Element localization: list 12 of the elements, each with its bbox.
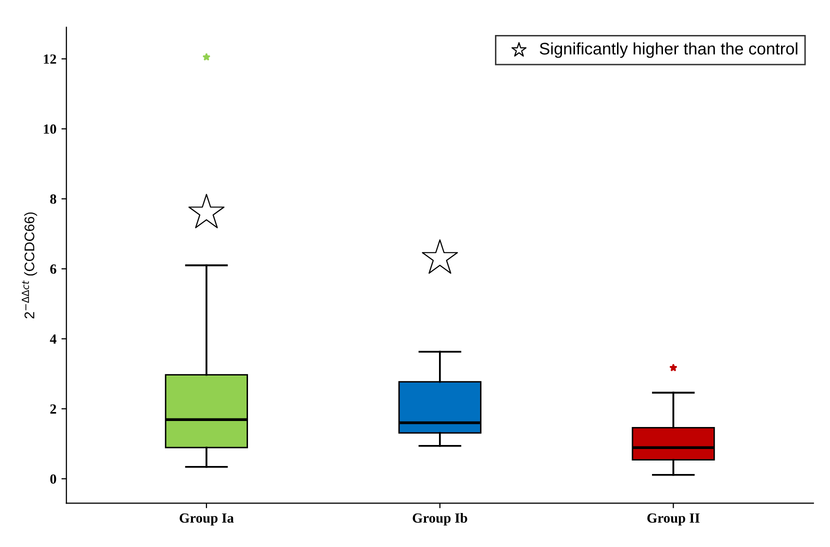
y-tick-label: 12 [44,54,56,64]
y-tick-label: 6 [50,264,56,274]
legend-label: Significantly higher than the control [540,42,798,58]
x-tick-label: Group Ia [180,513,234,526]
y-tick-label: 8 [50,194,56,204]
y-tick-label: 2 [50,404,56,414]
x-tick-label: Group II [647,513,700,526]
y-axis-title: 2$^{−ΔΔct}$ (CCDC66) [22,212,38,318]
y-tick-label: 10 [44,124,56,134]
y-tick-label: 4 [50,334,56,344]
x-tick-label: Group Ib [412,512,468,526]
y-tick-label: 0 [50,474,56,484]
